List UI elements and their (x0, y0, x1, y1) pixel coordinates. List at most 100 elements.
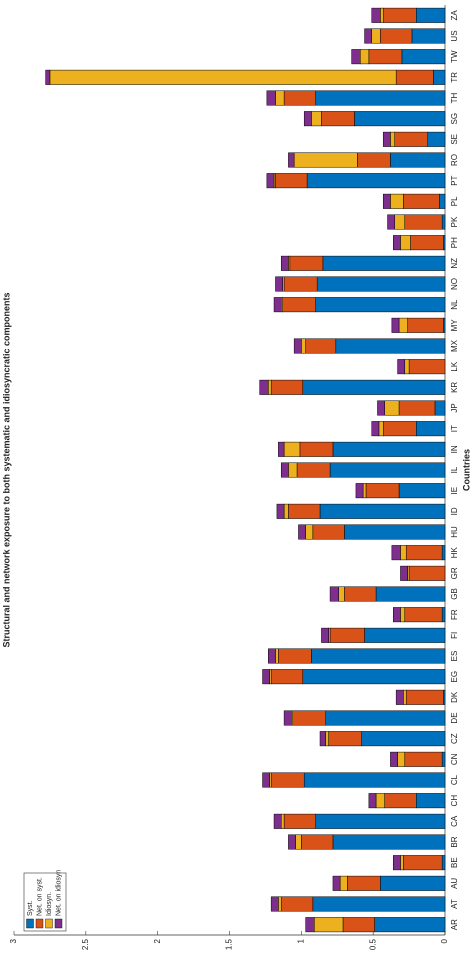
bar-segment (302, 669, 446, 685)
bar-segment (404, 751, 443, 767)
bar-segment (299, 441, 334, 457)
bar-segment (390, 131, 395, 147)
bar-segment (280, 896, 314, 912)
x-tick-label: EG (450, 671, 459, 683)
bar-segment (390, 751, 398, 767)
bar-segment (400, 565, 408, 581)
bar-segment (275, 276, 283, 292)
bar-segment (391, 545, 401, 561)
bar-segment (441, 545, 446, 561)
x-tick-label: KR (450, 382, 459, 393)
bar-segment (403, 689, 407, 705)
bar-segment (321, 627, 329, 643)
x-tick-label: GB (450, 588, 459, 600)
bar-segment (316, 276, 446, 292)
bar-segment (441, 855, 446, 871)
x-tick-label: CN (450, 753, 459, 765)
bar-segment (395, 689, 404, 705)
bar-segment (427, 131, 446, 147)
x-tick-label: PT (450, 175, 459, 185)
bar-segment (315, 813, 446, 829)
bar-segment (332, 834, 446, 850)
bar-segment (439, 193, 446, 209)
bar-segment (416, 793, 446, 809)
x-tick-label: AT (450, 899, 459, 909)
bar-segment (408, 359, 446, 375)
bar-segment (319, 731, 327, 747)
bar-segment (401, 49, 446, 65)
chart-title: Structural and network exposure to both … (1, 292, 11, 647)
bar-segment (270, 379, 304, 395)
bar-segment (359, 49, 370, 65)
bar-segment (283, 276, 318, 292)
bar-segment (416, 7, 446, 23)
bar-segment (338, 586, 345, 602)
bar-segment (259, 379, 269, 395)
x-tick-label: FR (450, 609, 459, 620)
bar-segment (404, 359, 410, 375)
bar-segment (377, 400, 385, 416)
bar-segment (305, 338, 337, 354)
x-tick-label: RO (450, 154, 459, 166)
bar-segment (365, 483, 400, 499)
bar-segment (275, 173, 308, 189)
x-tick-label: HK (450, 546, 459, 558)
bar-segment (441, 607, 446, 623)
x-tick-label: MY (450, 319, 459, 332)
bar-segment (278, 441, 285, 457)
bar-segment (371, 7, 381, 23)
bar-segment (441, 214, 446, 230)
bar-segment (395, 69, 434, 85)
x-tick-label: PH (450, 237, 459, 248)
y-tick-label: 1 (296, 938, 305, 943)
bar-segment (407, 317, 444, 333)
x-tick-label: FI (450, 632, 459, 639)
bar-segment (433, 69, 446, 85)
bar-segment (400, 235, 411, 251)
bar-segment (270, 669, 304, 685)
bar-segment (270, 896, 279, 912)
bar-segment (362, 483, 367, 499)
legend-box (23, 872, 67, 932)
bar-segment (400, 607, 406, 623)
bar-segment (288, 152, 295, 168)
x-tick-label: PL (450, 196, 459, 206)
bar-segment (393, 235, 401, 251)
bar-segment (382, 193, 391, 209)
bar-segment (321, 111, 355, 127)
legend-label: Syst. (27, 900, 34, 916)
bar-segment (301, 338, 306, 354)
x-tick-label: CA (450, 815, 459, 827)
bar-segment (275, 90, 285, 106)
bar-segment (382, 7, 417, 23)
y-tick-label: 0.5 (368, 938, 377, 950)
bar-segment (397, 751, 406, 767)
bar-segment (394, 214, 406, 230)
bar-segment (391, 317, 400, 333)
x-tick-label: IL (450, 466, 459, 473)
bar-segment (49, 69, 397, 85)
bar-segment (344, 524, 446, 540)
bar-segment (280, 813, 285, 829)
bar-segment (288, 834, 296, 850)
legend-label: Idiosyn. (46, 892, 53, 916)
y-tick-label: 0 (440, 938, 449, 943)
bar-segment (390, 193, 404, 209)
bar-segment (282, 297, 316, 313)
bar-segment (405, 545, 443, 561)
bar-segment (364, 627, 446, 643)
bar-segment (357, 152, 391, 168)
bar-segment (374, 917, 446, 933)
bar-segment (311, 111, 322, 127)
y-tick-label: 2 (153, 938, 162, 943)
bar-segment (301, 834, 334, 850)
bar-segment (403, 193, 440, 209)
bar-segment (390, 152, 446, 168)
bar-segment (434, 400, 446, 416)
x-tick-label: AR (450, 919, 459, 930)
bar-segment (278, 896, 282, 912)
bar-segment (400, 545, 407, 561)
bar-segment (303, 772, 446, 788)
